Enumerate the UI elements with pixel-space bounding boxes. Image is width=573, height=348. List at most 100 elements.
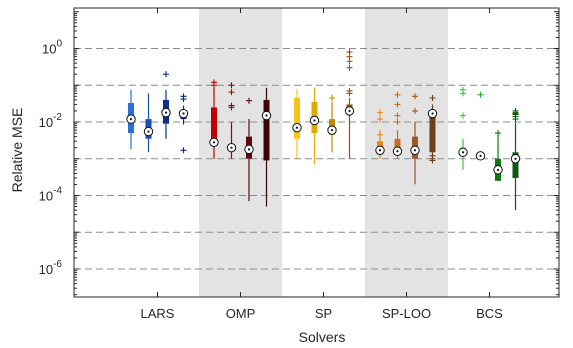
outlier-marker xyxy=(394,119,401,125)
median-dot xyxy=(295,126,299,129)
outlier-marker xyxy=(346,87,353,94)
median-dot xyxy=(396,150,399,153)
outlier-marker xyxy=(346,49,353,56)
x-tick-label-lars: LARS xyxy=(141,306,175,321)
median-dot xyxy=(230,146,233,149)
box-sp-2 xyxy=(309,87,320,165)
x-tick-label-sp: SP xyxy=(315,306,332,321)
outlier-marker xyxy=(377,131,383,138)
box-sp-3 xyxy=(327,94,337,153)
outlier-marker xyxy=(460,86,466,93)
axes xyxy=(73,7,560,298)
box-omp-3 xyxy=(244,97,254,202)
median-dot xyxy=(413,149,417,152)
box-lars-2 xyxy=(143,93,154,153)
outlier-marker xyxy=(346,64,353,71)
median-dot xyxy=(431,112,434,115)
outlier-marker xyxy=(429,94,436,101)
outlier-marker xyxy=(180,147,187,154)
outlier-marker xyxy=(246,97,252,104)
median-dot xyxy=(164,111,168,114)
box-sp-1 xyxy=(292,88,302,159)
x-tick-label-bcs: BCS xyxy=(476,306,503,321)
box-sp-loo-3 xyxy=(410,93,420,185)
box-iqr xyxy=(211,107,217,143)
outlier-marker xyxy=(495,130,501,137)
median-dot xyxy=(514,157,517,160)
x-tick-labels: LARS OMP SP SP-LOO BCS xyxy=(141,306,504,321)
box-sp-4 xyxy=(344,49,355,159)
box-iqr xyxy=(512,152,519,178)
outlier-marker xyxy=(477,91,484,98)
outlier-marker xyxy=(180,96,187,103)
median-dot xyxy=(479,154,482,157)
outlier-marker xyxy=(394,101,401,108)
box-omp-1 xyxy=(209,79,219,159)
axes-frame xyxy=(73,7,560,298)
x-tick-label-omp: OMP xyxy=(226,306,256,321)
y-tick-exponent: 0 xyxy=(56,39,62,50)
outlier-marker xyxy=(228,82,235,89)
y-tick-exponent: -4 xyxy=(53,186,62,197)
median-dot xyxy=(129,117,133,121)
outlier-marker xyxy=(163,71,169,78)
y-tick-label: 10-2 xyxy=(39,112,63,130)
box-bcs-4 xyxy=(510,107,521,211)
box-series xyxy=(126,49,521,211)
box-bcs-1 xyxy=(458,86,468,170)
outlier-marker xyxy=(394,112,401,119)
y-tick-base: 10 xyxy=(42,42,56,57)
box-iqr xyxy=(394,138,401,154)
box-sp-loo-4 xyxy=(427,94,438,164)
box-lars-1 xyxy=(126,89,136,150)
outlier-marker xyxy=(228,89,235,96)
box-omp-2 xyxy=(226,82,237,159)
y-tick-base: 10 xyxy=(39,262,53,277)
outlier-marker xyxy=(377,109,383,116)
box-iqr xyxy=(294,97,300,139)
outlier-marker xyxy=(394,91,401,98)
median-dot xyxy=(461,151,465,154)
outlier-marker xyxy=(329,94,335,101)
median-dot xyxy=(378,149,382,152)
median-dot xyxy=(330,129,334,132)
y-axis-label: Relative MSE xyxy=(9,108,25,193)
outlier-marker xyxy=(512,107,519,114)
box-bcs-3 xyxy=(493,130,503,181)
box-lars-3 xyxy=(161,71,171,139)
outlier-marker xyxy=(412,107,418,114)
y-tick-base: 10 xyxy=(39,115,53,130)
outlier-marker xyxy=(228,102,235,109)
outlier-marker xyxy=(429,157,436,164)
box-bcs-2 xyxy=(475,91,486,161)
outlier-marker xyxy=(460,112,466,119)
median-dot xyxy=(182,112,185,115)
x-axis-label: Solvers xyxy=(299,329,346,345)
y-tick-label: 100 xyxy=(42,39,62,57)
outlier-marker xyxy=(211,79,217,86)
box-omp-4 xyxy=(261,87,272,207)
y-tick-base: 10 xyxy=(39,189,53,204)
plot-background xyxy=(199,8,448,297)
box-iqr xyxy=(263,99,270,161)
median-dot xyxy=(147,130,150,133)
outlier-marker xyxy=(377,116,383,123)
box-sp-loo-2 xyxy=(392,91,403,159)
y-tick-label: 10-6 xyxy=(39,259,63,277)
x-tick-label-sp-loo: SP-LOO xyxy=(382,306,431,321)
median-dot xyxy=(348,109,351,113)
median-dot xyxy=(247,148,251,151)
y-tick-exponent: -6 xyxy=(53,259,62,270)
box-iqr xyxy=(429,110,436,153)
box-sp-loo-1 xyxy=(375,109,385,159)
outlier-marker xyxy=(412,93,418,100)
box-lars-4 xyxy=(178,93,189,154)
shaded-band xyxy=(199,8,282,297)
median-dot xyxy=(496,168,500,171)
grid-lines xyxy=(74,48,559,270)
median-dot xyxy=(265,114,268,117)
y-tick-label: 10-4 xyxy=(39,186,63,204)
median-dot xyxy=(313,119,316,122)
